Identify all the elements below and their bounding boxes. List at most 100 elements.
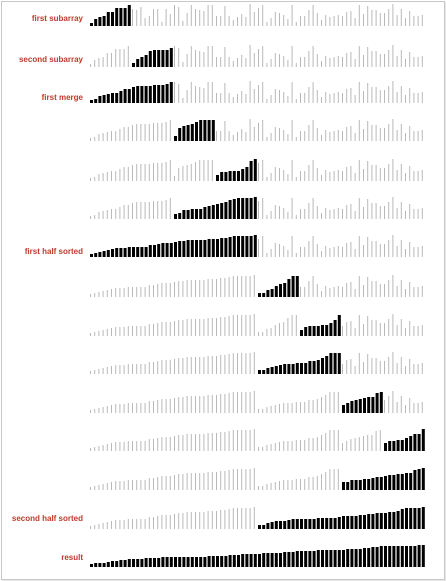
inactive-bar <box>161 201 163 219</box>
inactive-bar <box>396 402 398 413</box>
active-bar <box>354 516 358 529</box>
active-bar <box>203 207 207 219</box>
active-bar <box>186 125 190 141</box>
inactive-bar <box>321 20 322 26</box>
inactive-bar <box>144 287 146 297</box>
inactive-bar <box>266 137 268 141</box>
inactive-bar <box>308 438 310 451</box>
inactive-bar <box>413 403 415 413</box>
inactive-bar <box>413 287 415 297</box>
inactive-bar <box>127 441 129 451</box>
inactive-bar <box>140 124 142 141</box>
active-bar <box>182 210 186 219</box>
inactive-bar <box>186 319 188 336</box>
inactive-bar <box>98 408 100 413</box>
inactive-bar <box>316 168 318 181</box>
inactive-bar <box>178 7 180 26</box>
active-bar <box>216 204 219 219</box>
inactive-bar <box>123 288 125 297</box>
active-bar <box>337 517 341 529</box>
active-bar <box>312 361 316 374</box>
active-bar <box>186 557 190 567</box>
inactive-bar <box>115 49 117 67</box>
inactive-bar <box>127 205 129 219</box>
inactive-bar <box>274 205 276 219</box>
inactive-bar <box>232 20 234 26</box>
active-bar <box>102 16 106 26</box>
active-bar <box>350 549 354 567</box>
inactive-bar <box>94 370 96 374</box>
inactive-bar <box>384 54 385 67</box>
inactive-bar <box>178 48 180 67</box>
inactive-bar <box>169 322 171 336</box>
inactive-bar <box>153 285 154 297</box>
active-bar <box>241 198 245 219</box>
active-bar <box>216 556 219 567</box>
inactive-bar <box>329 392 331 413</box>
inactive-bar <box>392 197 394 219</box>
active-bar <box>237 236 240 257</box>
inactive-bar <box>211 82 213 103</box>
inactive-bar <box>132 165 133 181</box>
inactive-bar <box>237 132 238 141</box>
active-bar <box>132 87 135 103</box>
inactive-bar <box>262 120 264 141</box>
inactive-bar <box>405 328 406 336</box>
inactive-bar <box>304 57 306 67</box>
active-bar <box>283 364 287 374</box>
inactive-bar <box>379 361 381 374</box>
inactive-bar <box>186 90 188 103</box>
inactive-bar <box>140 164 142 181</box>
inactive-bar <box>140 364 142 374</box>
active-bar <box>325 356 329 374</box>
inactive-bar <box>199 280 201 297</box>
inactive-bar <box>312 82 314 103</box>
active-bar <box>144 55 148 67</box>
inactive-bar <box>253 429 255 451</box>
active-bar <box>174 242 177 257</box>
inactive-bar <box>190 434 192 451</box>
inactive-bar <box>123 327 125 336</box>
inactive-bar <box>245 276 247 297</box>
inactive-bar <box>300 57 301 67</box>
inactive-bar <box>329 469 331 490</box>
inactive-bar <box>136 164 138 181</box>
inactive-bar <box>169 160 171 181</box>
active-bar <box>127 89 131 103</box>
inactive-bar <box>224 394 226 413</box>
inactive-bar <box>119 169 121 181</box>
inactive-bar <box>405 95 406 103</box>
inactive-bar <box>211 356 213 374</box>
inactive-bar <box>203 280 205 297</box>
active-bar <box>258 370 261 374</box>
inactive-bar <box>127 480 129 490</box>
inactive-bar <box>127 364 129 374</box>
inactive-bar <box>182 397 184 413</box>
active-bar <box>316 550 320 567</box>
array-row-6 <box>90 197 423 219</box>
inactive-bar <box>237 469 238 490</box>
inactive-bar <box>342 247 343 257</box>
inactive-bar <box>232 353 234 374</box>
inactive-bar <box>169 360 171 374</box>
inactive-bar <box>186 396 188 413</box>
active-bar <box>102 563 106 567</box>
inactive-bar <box>405 405 406 413</box>
inactive-bar <box>178 474 180 490</box>
inactive-bar <box>342 93 343 103</box>
active-bar <box>148 86 152 103</box>
active-bar <box>165 557 169 567</box>
inactive-bar <box>375 51 377 67</box>
inactive-bar <box>165 200 167 219</box>
inactive-bar <box>136 202 138 219</box>
inactive-bar <box>237 58 238 67</box>
inactive-bar <box>270 59 272 67</box>
inactive-bar <box>203 52 205 67</box>
inactive-bar <box>421 92 423 103</box>
inactive-bar <box>337 392 339 413</box>
active-bar <box>333 518 337 529</box>
active-bar <box>295 551 299 567</box>
active-bar <box>106 562 110 567</box>
inactive-bar <box>375 241 377 257</box>
inactive-bar <box>388 124 390 141</box>
